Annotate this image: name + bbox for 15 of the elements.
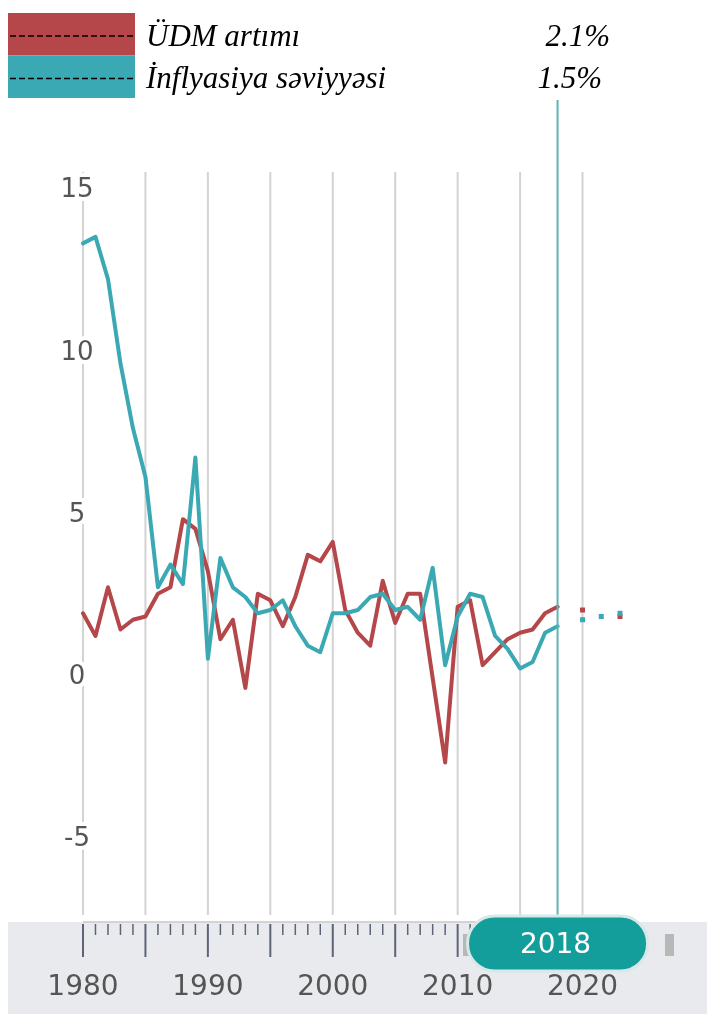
legend-label: ÜDM artımı — [146, 17, 301, 53]
y-tick-label: 15 — [60, 173, 94, 204]
legend-label: İnflyasiya səviyyəsi — [145, 60, 387, 96]
text: 1.5% — [537, 60, 602, 96]
y-tick-label: 10 — [60, 335, 94, 366]
y-tick-label: 0 — [68, 660, 86, 690]
y-tick-label: -5 — [64, 822, 90, 853]
x-tick-label: 2010 — [422, 968, 494, 1002]
x-tick-label: 1980 — [47, 968, 119, 1002]
x-tick-label: 2020 — [546, 968, 619, 1002]
x-tick-label: 1990 — [172, 968, 244, 1002]
y-tick-label: 5 — [68, 497, 86, 528]
x-tick-label: 2000 — [297, 968, 369, 1002]
text: 2.1% — [545, 17, 610, 53]
ref-line-label: 2018 — [519, 926, 592, 960]
